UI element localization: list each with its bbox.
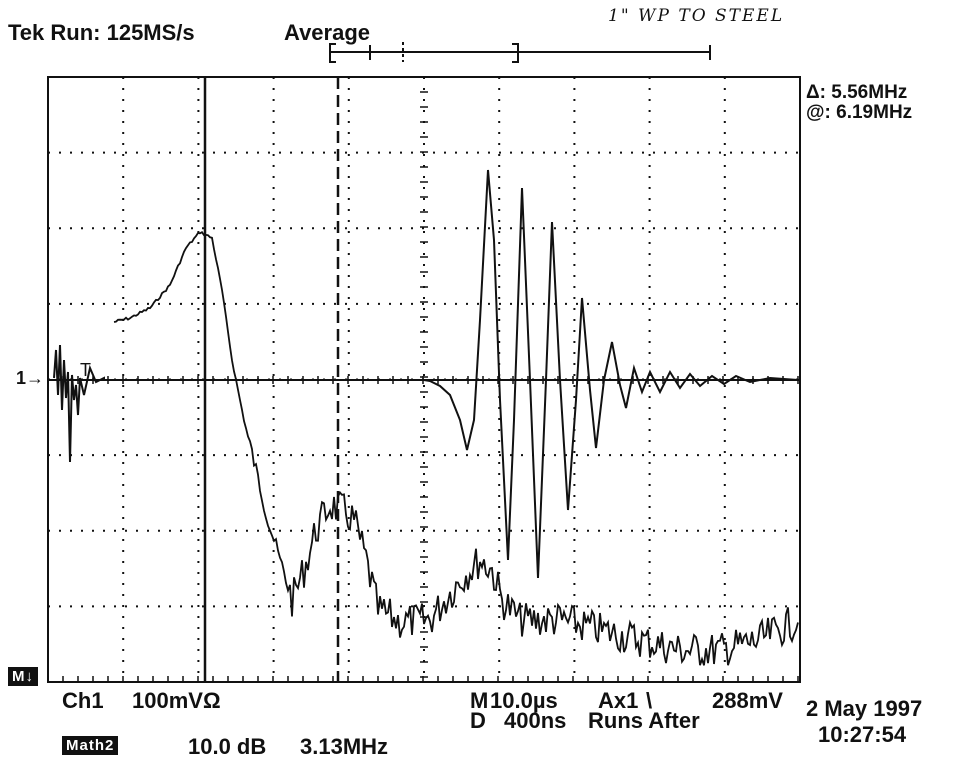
cursor-delta-readout: Δ: 5.56MHz bbox=[806, 82, 908, 103]
math-fft-waveform bbox=[113, 231, 799, 666]
cursor-at-readout: @: 6.19MHz bbox=[806, 102, 913, 123]
handwritten-annotation: 1" WP TO STEEL bbox=[608, 6, 785, 26]
record-position-bracket bbox=[329, 42, 711, 63]
math-marker[interactable]: M↓ bbox=[8, 667, 38, 686]
date: 2 May 1997 bbox=[806, 696, 923, 721]
runs-after: Runs After bbox=[588, 708, 700, 733]
acquisition-mode: Average bbox=[284, 20, 371, 45]
trigger-slope: \ bbox=[646, 688, 653, 713]
math-freq: 3.13MHz bbox=[300, 734, 389, 759]
acquisition-status: Tek Run: 125MS/s bbox=[8, 20, 195, 45]
timebase: 10.0µs bbox=[490, 688, 558, 713]
trigger-marker[interactable]: T bbox=[80, 360, 91, 380]
delay: 400ns bbox=[504, 708, 567, 733]
math-scale: 10.0 dB bbox=[188, 734, 267, 759]
ch1-scale: 100mVΩ bbox=[132, 688, 221, 713]
ch1-waveform bbox=[53, 169, 799, 579]
trigger-level: 288mV bbox=[712, 688, 783, 713]
ch1-label: Ch1 bbox=[62, 688, 104, 713]
math-label[interactable]: Math2 bbox=[62, 736, 119, 755]
m-label: M bbox=[470, 688, 489, 713]
trigger-source: Ax1 bbox=[598, 688, 639, 713]
time: 10:27:54 bbox=[818, 722, 907, 747]
graticule-grid bbox=[48, 77, 800, 682]
d-label: D bbox=[470, 708, 486, 733]
channel-1-marker[interactable]: 1→ bbox=[16, 368, 45, 388]
